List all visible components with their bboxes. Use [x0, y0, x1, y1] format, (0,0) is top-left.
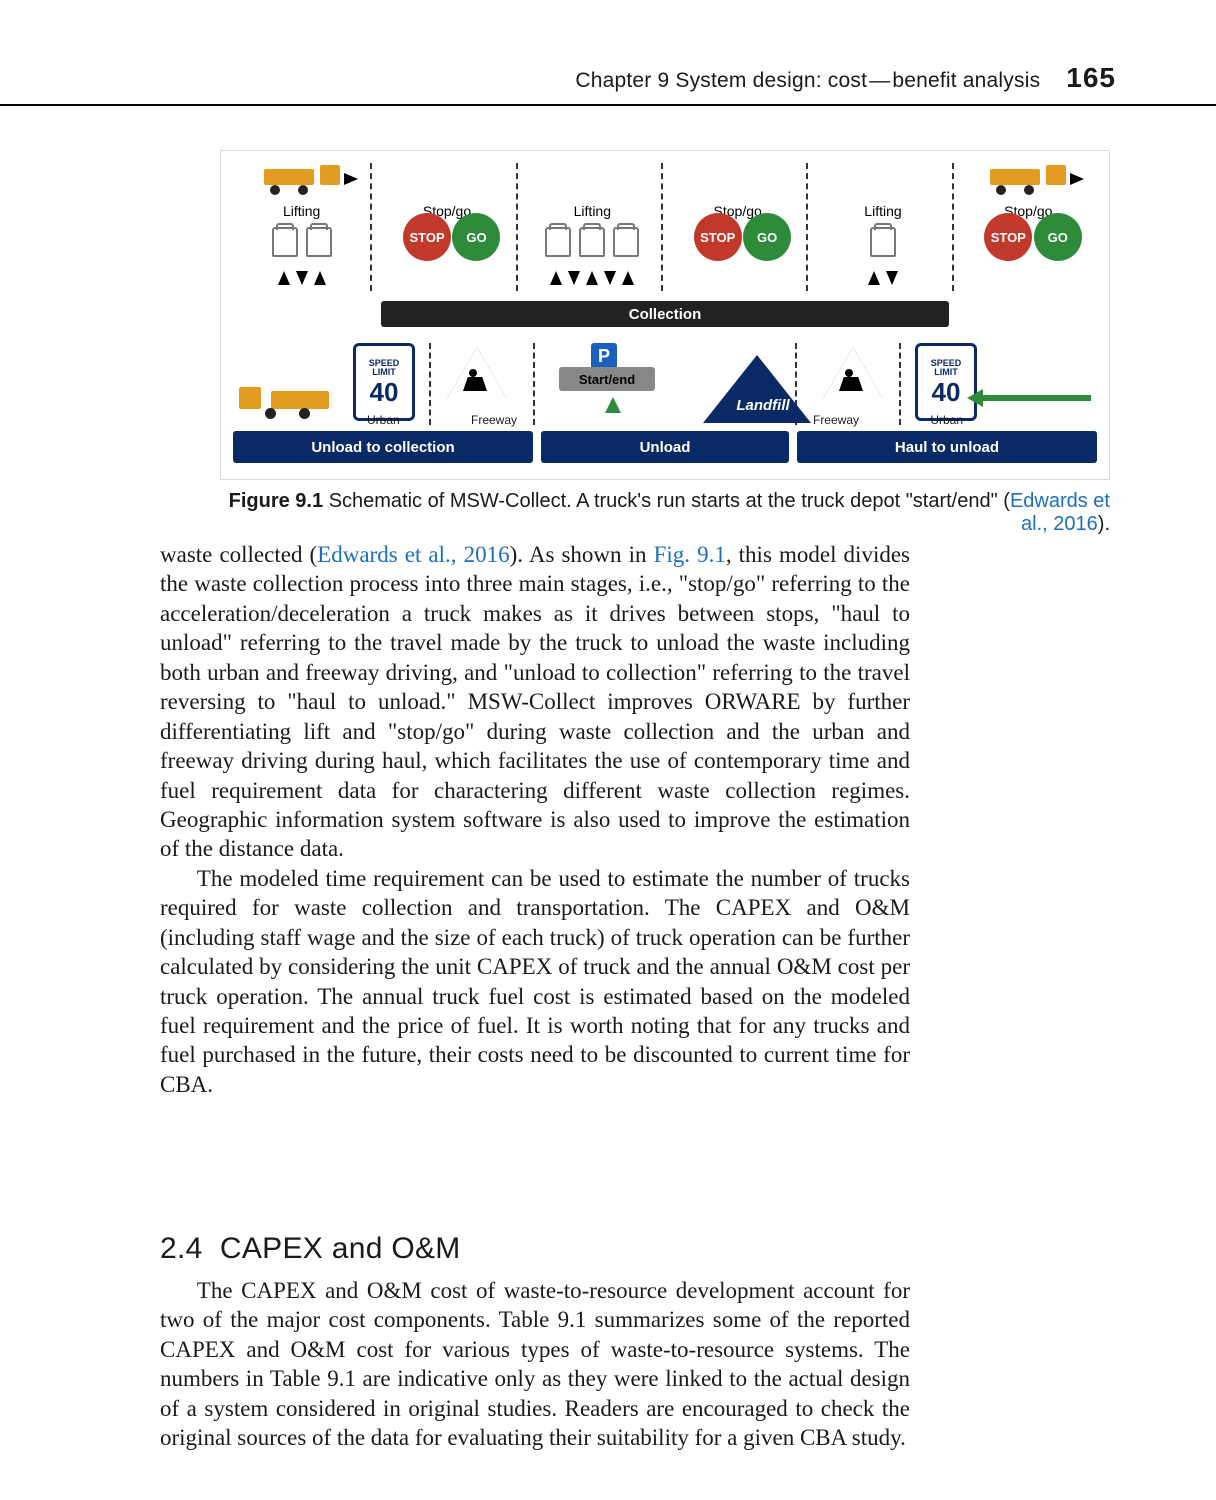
updown-arrows-icon	[524, 271, 661, 285]
arrow-up-icon	[314, 271, 326, 285]
go-sign-icon: GO	[452, 213, 500, 261]
go-sign-icon: GO	[743, 213, 791, 261]
figure-cell-lifting-2: Lifting	[524, 163, 663, 291]
speed-text-mid: LIMIT	[372, 368, 396, 377]
divider-line	[533, 343, 535, 425]
figure-cell-lifting-1: Lifting	[233, 163, 372, 291]
figure-9-1-wrap: Lifting Stop/go STOP GO Lifting	[220, 150, 1110, 536]
arrow-up-icon	[278, 271, 290, 285]
roadworks-sign-icon	[823, 347, 883, 403]
figure-ref-link[interactable]: Fig. 9.1	[654, 542, 726, 567]
paragraph-2: The modeled time requirement can be used…	[160, 864, 910, 1100]
arrow-left-green-icon	[981, 395, 1091, 401]
paragraph-3: The CAPEX and O&M cost of waste-to-resou…	[160, 1276, 910, 1453]
collection-bar: Collection	[381, 301, 949, 327]
speed-value: 40	[932, 379, 961, 405]
arrow-right-icon	[1070, 173, 1084, 185]
freeway-label: Freeway	[813, 413, 859, 427]
arrow-right-icon	[344, 173, 358, 185]
start-end-label: Start/end	[559, 367, 655, 391]
figure-cell-lifting-3: Lifting	[814, 163, 953, 291]
figure-label: Figure 9.1	[229, 490, 323, 512]
label-lifting: Lifting	[814, 203, 951, 219]
bins-icon	[814, 227, 951, 257]
citation-link[interactable]: Edwards et al., 2016	[317, 542, 509, 567]
bins-icon	[524, 227, 661, 257]
figure-top-strip: Lifting Stop/go STOP GO Lifting	[233, 163, 1097, 291]
bar-unload: Unload	[541, 431, 789, 463]
section-number: 2.4	[160, 1232, 203, 1265]
chapter-text-b: benefit analysis	[892, 69, 1040, 92]
bar-haul-to-unload: Haul to unload	[797, 431, 1097, 463]
running-header: Chapter 9 System design: cost—benefit an…	[0, 62, 1216, 106]
section-title: CAPEX and O&M	[220, 1232, 461, 1265]
figure-cell-stopgo-2: Stop/go STOP GO	[669, 163, 808, 291]
stop-sign-icon: STOP	[984, 213, 1032, 261]
arrow-down-icon	[296, 271, 308, 285]
divider-line	[899, 343, 901, 425]
chapter-text-a: Chapter 9 System design: cost	[575, 69, 867, 92]
chapter-title: Chapter 9 System design: cost—benefit an…	[575, 69, 1040, 93]
chapter-dash: —	[867, 69, 892, 92]
urban-label: Urban	[930, 413, 963, 427]
updown-arrows-icon	[814, 271, 951, 285]
label-stopgo: Stop/go	[378, 203, 515, 219]
figure-cell-stopgo-3: Stop/go STOP GO	[960, 163, 1097, 291]
label-stopgo: Stop/go	[960, 203, 1097, 219]
label-stopgo: Stop/go	[669, 203, 806, 219]
body-text: waste collected (Edwards et al., 2016). …	[160, 540, 910, 1099]
landfill-label: Landfill	[707, 397, 819, 414]
bins-icon	[233, 227, 370, 257]
section-body: The CAPEX and O&M cost of waste-to-resou…	[160, 1276, 910, 1453]
figure-bottom-bars: Unload to collection Unload Haul to unlo…	[233, 431, 1097, 463]
label-lifting: Lifting	[233, 203, 370, 219]
speed-limit-sign-icon: SPEED LIMIT 40	[353, 343, 415, 421]
freeway-label: Freeway	[471, 413, 517, 427]
speed-limit-sign-icon: SPEED LIMIT 40	[915, 343, 977, 421]
paragraph-1: waste collected (Edwards et al., 2016). …	[160, 540, 910, 864]
stop-sign-icon: STOP	[403, 213, 451, 261]
bin-icon	[579, 227, 605, 257]
figure-9-1: Lifting Stop/go STOP GO Lifting	[220, 150, 1110, 480]
table-ref-link[interactable]: Table 9.1	[499, 1307, 587, 1332]
truck-icon	[990, 163, 1066, 191]
bin-icon	[545, 227, 571, 257]
figure-caption-tail: ).	[1098, 513, 1110, 535]
go-sign-icon: GO	[1034, 213, 1082, 261]
speed-text-mid: LIMIT	[934, 368, 958, 377]
divider-line	[429, 343, 431, 425]
updown-arrows-icon	[233, 271, 370, 285]
para1-b: ). As shown in	[510, 542, 654, 567]
figure-mid: SPEED LIMIT 40 P Start/end Landfill SPEE…	[233, 337, 1097, 425]
stop-sign-icon: STOP	[694, 213, 742, 261]
table-ref-link[interactable]: Table 9.1	[270, 1366, 356, 1391]
bar-unload-to-collection: Unload to collection	[233, 431, 533, 463]
truck-icon	[239, 383, 329, 415]
figure-cell-stopgo-1: Stop/go STOP GO	[378, 163, 517, 291]
bin-icon	[613, 227, 639, 257]
para1-c: , this model divides the waste collectio…	[160, 542, 910, 861]
figure-citation: Edwards et al., 2016	[1010, 490, 1110, 535]
figure-caption: Figure 9.1 Schematic of MSW-Collect. A t…	[220, 490, 1110, 536]
urban-label: Urban	[367, 413, 400, 427]
roadworks-sign-icon	[447, 347, 507, 403]
speed-value: 40	[370, 379, 399, 405]
label-lifting: Lifting	[524, 203, 661, 219]
truck-icon	[264, 163, 340, 191]
parking-sign-icon: P	[591, 343, 617, 369]
section-heading: 2.4 CAPEX and O&M	[160, 1232, 461, 1266]
figure-caption-text: Schematic of MSW-Collect. A truck's run …	[329, 490, 1010, 512]
para1-a: waste collected (	[160, 542, 317, 567]
bin-icon	[870, 227, 896, 257]
arrow-up-green-icon	[605, 397, 621, 413]
page-number: 165	[1066, 62, 1116, 94]
bin-icon	[306, 227, 332, 257]
bin-icon	[272, 227, 298, 257]
